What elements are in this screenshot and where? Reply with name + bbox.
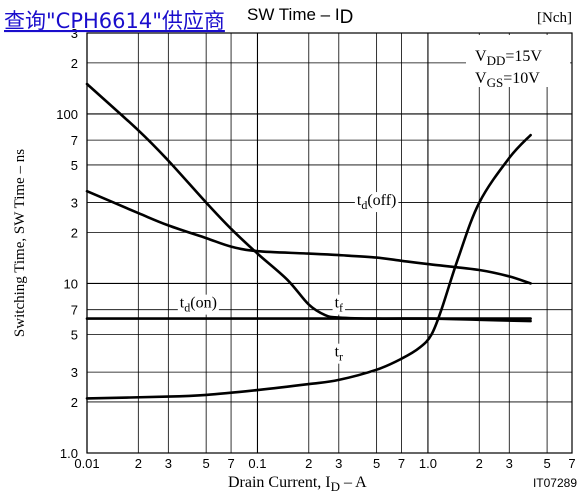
vdd-condition: VDD=15V <box>475 48 542 68</box>
x-tick-label: 1.0 <box>419 456 437 471</box>
x-tick-label: 2 <box>305 456 312 471</box>
series-label-td-off: td(off) <box>357 192 396 212</box>
y-tick-label: 1.0 <box>60 446 78 461</box>
x-tick-label: 3 <box>335 456 342 471</box>
y-tick-label: 7 <box>71 133 78 148</box>
series-label-tr: tr <box>335 344 343 364</box>
x-tick-label: 7 <box>568 456 575 471</box>
x-tick-label: 2 <box>135 456 142 471</box>
plot-frame <box>86 32 573 454</box>
y-tick-label: 2 <box>71 225 78 240</box>
series-label-background <box>177 294 219 315</box>
x-tick-label: 7 <box>227 456 234 471</box>
series-line-tr <box>85 133 532 400</box>
y-tick-label: 3 <box>71 26 78 41</box>
series-label-background <box>332 294 346 315</box>
x-tick-label: 3 <box>165 456 172 471</box>
chart-title: SW Time – ID <box>247 5 353 28</box>
x-axis-label: Drain Current, ID – A <box>228 474 367 494</box>
x-tick-label: 7 <box>398 456 405 471</box>
x-tick-label: 5 <box>373 456 380 471</box>
channel-type-label: [Nch] <box>537 10 572 26</box>
axis-tick-labels: 0.01 2 3 5 7 0.1 2 3 5 7 1.0 2 3 5 7 1.0 2 3 5 7 10 2 3 5 7 100 2 3 <box>56 26 575 471</box>
y-tick-label: 5 <box>71 327 78 342</box>
y-tick-label: 3 <box>71 365 78 380</box>
series-curves: td(off) tf td(on) tr <box>85 82 532 400</box>
series-label-tf: tf <box>335 295 343 315</box>
y-tick-label: 2 <box>71 395 78 410</box>
x-tick-label: 2 <box>476 456 483 471</box>
y-tick-label: 5 <box>71 158 78 173</box>
series-line-td-off <box>85 189 532 285</box>
x-tick-label: 0.01 <box>74 456 99 471</box>
series-label-background <box>332 343 346 364</box>
y-tick-label: 3 <box>71 196 78 211</box>
x-tick-label: 0.1 <box>248 456 266 471</box>
x-tick-label: 5 <box>543 456 550 471</box>
y-tick-label: 7 <box>71 303 78 318</box>
series-label-background <box>354 192 399 213</box>
y-axis-label: Switching Time, SW Time – ns <box>12 149 28 337</box>
part-code: IT07289 <box>533 476 577 490</box>
x-tick-label: 5 <box>203 456 210 471</box>
y-tick-label: 100 <box>56 107 78 122</box>
series-label-td-on: td(on) <box>180 295 217 315</box>
y-tick-label: 10 <box>64 276 78 291</box>
conditions-box <box>466 35 570 87</box>
x-tick-label: 3 <box>506 456 513 471</box>
y-tick-label: 2 <box>71 56 78 71</box>
supplier-link[interactable]: 查询"CPH6614"供应商 <box>4 9 225 33</box>
vgs-condition: VGS=10V <box>475 70 540 90</box>
